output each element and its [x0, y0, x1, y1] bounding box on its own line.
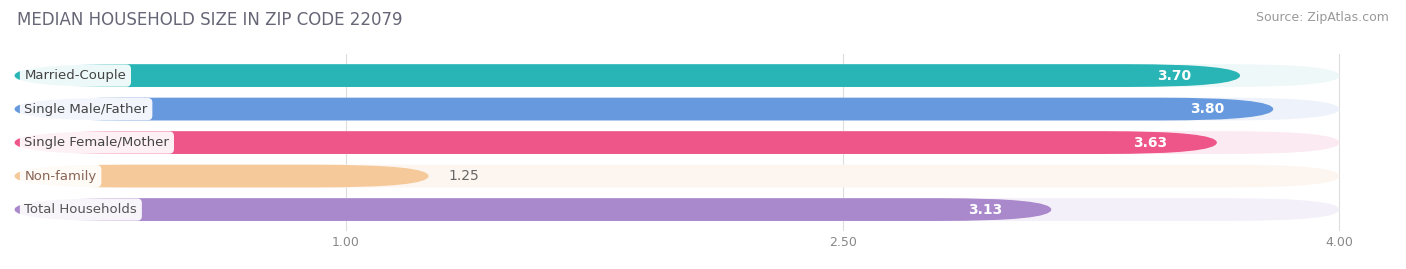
Text: Total Households: Total Households — [24, 203, 138, 216]
Text: Single Female/Mother: Single Female/Mother — [24, 136, 169, 149]
Text: 1.25: 1.25 — [449, 169, 479, 183]
Text: MEDIAN HOUSEHOLD SIZE IN ZIP CODE 22079: MEDIAN HOUSEHOLD SIZE IN ZIP CODE 22079 — [17, 11, 402, 29]
FancyBboxPatch shape — [1091, 133, 1213, 153]
FancyBboxPatch shape — [14, 64, 1240, 87]
FancyBboxPatch shape — [1114, 66, 1237, 86]
Text: Source: ZipAtlas.com: Source: ZipAtlas.com — [1256, 11, 1389, 24]
Text: 3.70: 3.70 — [1157, 69, 1191, 83]
FancyBboxPatch shape — [14, 165, 1340, 187]
FancyBboxPatch shape — [14, 131, 1216, 154]
FancyBboxPatch shape — [14, 64, 1340, 87]
Text: Single Male/Father: Single Male/Father — [24, 102, 148, 116]
Text: Non-family: Non-family — [24, 169, 97, 183]
Text: 3.63: 3.63 — [1133, 136, 1168, 150]
FancyBboxPatch shape — [925, 200, 1047, 220]
FancyBboxPatch shape — [1147, 99, 1270, 119]
FancyBboxPatch shape — [14, 165, 429, 187]
FancyBboxPatch shape — [14, 198, 1340, 221]
FancyBboxPatch shape — [14, 98, 1274, 121]
Text: 3.13: 3.13 — [967, 203, 1002, 217]
Text: Married-Couple: Married-Couple — [24, 69, 127, 82]
FancyBboxPatch shape — [14, 131, 1340, 154]
FancyBboxPatch shape — [14, 198, 1052, 221]
FancyBboxPatch shape — [14, 98, 1340, 121]
Text: 3.80: 3.80 — [1189, 102, 1225, 116]
